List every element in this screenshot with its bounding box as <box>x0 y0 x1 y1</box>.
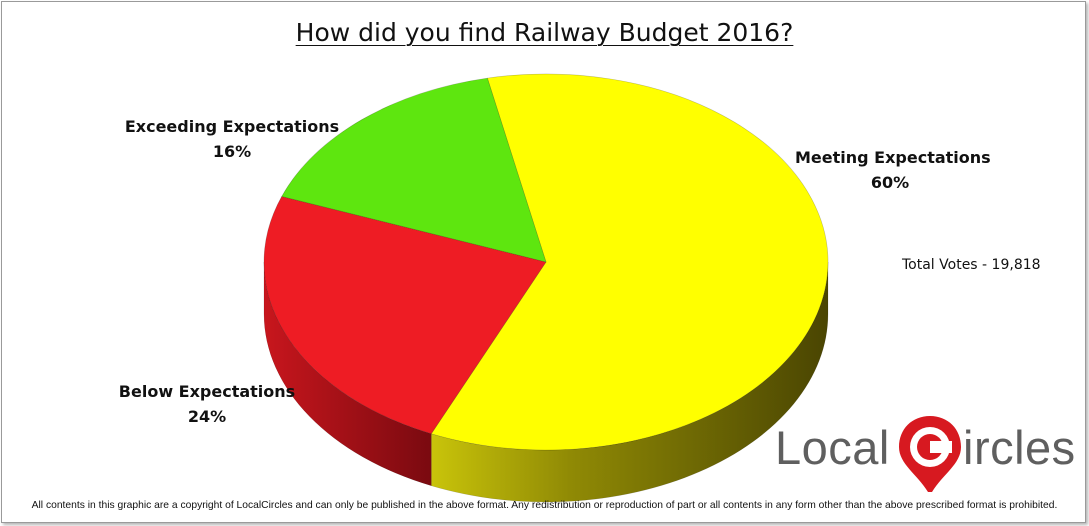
slice-below-expectations <box>263 196 547 435</box>
label-name: Below Expectations <box>118 382 296 401</box>
logo-text-left: Local <box>775 421 890 474</box>
label-below-expectations: Below Expectations 24% <box>112 379 302 429</box>
label-value: 24% <box>187 407 227 426</box>
chart-title: How did you find Railway Budget 2016? <box>295 18 794 47</box>
slice-meeting-expectations <box>430 73 829 451</box>
label-meeting-expectations: Meeting Expectations 60% <box>795 145 991 195</box>
location-pin-icon <box>899 416 961 492</box>
slice-side-below-expectations <box>263 261 432 487</box>
label-value: 60% <box>870 173 910 192</box>
logo-text-right: ircles <box>963 421 1076 474</box>
slice-exceeding-expectations <box>281 77 547 263</box>
localcircles-logo: Local ircles <box>775 412 1085 492</box>
label-name: Meeting Expectations <box>795 148 991 167</box>
copyright-footer: All contents in this graphic are a copyr… <box>31 500 1058 511</box>
label-name: Exceeding Expectations <box>124 117 340 136</box>
label-value: 16% <box>212 142 252 161</box>
total-votes: Total Votes - 19,818 <box>902 257 1041 273</box>
label-exceeding-expectations: Exceeding Expectations 16% <box>122 114 342 164</box>
